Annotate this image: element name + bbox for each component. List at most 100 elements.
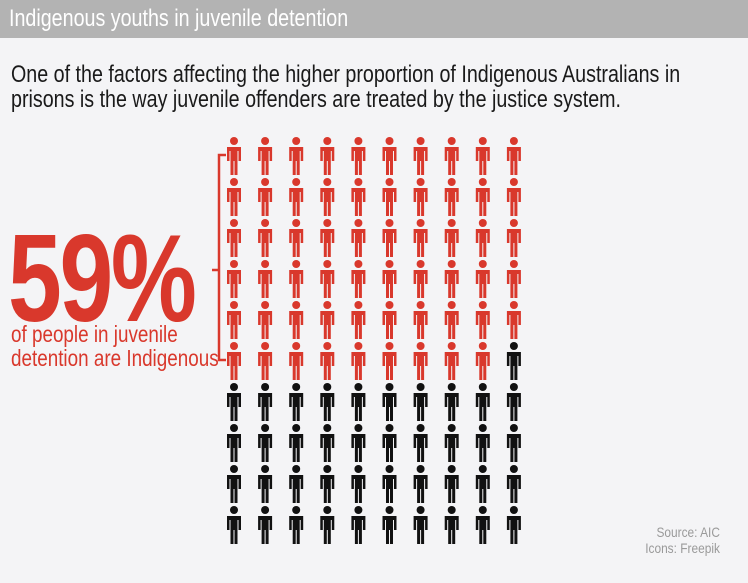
person-icon-highlighted bbox=[444, 342, 459, 380]
person-icon-highlighted bbox=[413, 178, 428, 216]
icons-credit: Icons: Freepik bbox=[645, 540, 720, 556]
person-icon-highlighted bbox=[475, 137, 490, 175]
person-icon-highlighted bbox=[382, 137, 397, 175]
person-icon-highlighted bbox=[320, 260, 335, 298]
person-icon bbox=[320, 383, 335, 421]
person-icon-highlighted bbox=[320, 342, 335, 380]
person-icon bbox=[506, 506, 521, 544]
person-icon-highlighted bbox=[289, 260, 304, 298]
source-credit: Source: AIC Icons: Freepik bbox=[645, 524, 720, 556]
person-icon bbox=[227, 465, 241, 503]
person-icon-highlighted bbox=[351, 137, 366, 175]
person-icon-highlighted bbox=[475, 301, 490, 339]
person-icon-highlighted bbox=[258, 137, 273, 175]
person-icon-highlighted bbox=[413, 301, 428, 339]
person-icon-highlighted bbox=[289, 219, 304, 257]
person-icon-highlighted bbox=[351, 342, 366, 380]
bracket bbox=[212, 153, 226, 362]
person-icon-highlighted bbox=[444, 178, 459, 216]
person-icon bbox=[227, 506, 241, 544]
person-icon bbox=[320, 506, 335, 544]
person-icon bbox=[506, 424, 521, 462]
person-icon-highlighted bbox=[289, 178, 304, 216]
person-icon-highlighted bbox=[506, 301, 521, 339]
person-icon-highlighted bbox=[475, 178, 490, 216]
person-icon bbox=[351, 465, 366, 503]
person-icon bbox=[351, 506, 366, 544]
person-icon-highlighted bbox=[227, 301, 241, 339]
person-icon bbox=[444, 506, 459, 544]
person-icon-highlighted bbox=[506, 219, 521, 257]
person-icon-highlighted bbox=[351, 301, 366, 339]
person-icon bbox=[382, 506, 397, 544]
person-icon-highlighted bbox=[289, 137, 304, 175]
person-icon bbox=[506, 465, 521, 503]
person-icon bbox=[506, 383, 521, 421]
headline-percent: 59% bbox=[8, 210, 197, 348]
person-icon bbox=[227, 383, 241, 421]
person-icon bbox=[444, 383, 459, 421]
person-icon bbox=[475, 506, 490, 544]
person-icon bbox=[351, 383, 366, 421]
person-icon-highlighted bbox=[227, 342, 241, 380]
person-icon-highlighted bbox=[444, 137, 459, 175]
person-icon bbox=[289, 424, 304, 462]
person-icon bbox=[289, 383, 304, 421]
person-icon bbox=[475, 383, 490, 421]
person-icon-highlighted bbox=[289, 342, 304, 380]
person-icon-highlighted bbox=[227, 178, 241, 216]
person-icon-highlighted bbox=[506, 178, 521, 216]
person-icon bbox=[413, 383, 428, 421]
person-icon bbox=[320, 424, 335, 462]
person-icon-highlighted bbox=[444, 260, 459, 298]
intro-text: One of the factors affecting the higher … bbox=[11, 61, 681, 113]
person-icon-highlighted bbox=[227, 219, 241, 257]
person-icon-highlighted bbox=[258, 342, 273, 380]
person-icon-highlighted bbox=[258, 178, 273, 216]
person-icon-highlighted bbox=[413, 342, 428, 380]
person-icon bbox=[506, 342, 521, 380]
person-icon-highlighted bbox=[320, 301, 335, 339]
person-icon bbox=[413, 424, 428, 462]
person-icon-highlighted bbox=[444, 301, 459, 339]
person-icon-highlighted bbox=[475, 260, 490, 298]
person-icon bbox=[351, 424, 366, 462]
person-icon bbox=[289, 506, 304, 544]
person-icon bbox=[475, 424, 490, 462]
person-icon bbox=[258, 506, 273, 544]
headline-label: of people in juvenile detention are Indi… bbox=[11, 321, 219, 371]
person-icon-highlighted bbox=[320, 137, 335, 175]
person-icon bbox=[289, 465, 304, 503]
person-icon bbox=[413, 506, 428, 544]
person-icon bbox=[382, 465, 397, 503]
person-icon bbox=[258, 383, 273, 421]
page-title: Indigenous youths in juvenile detention bbox=[9, 5, 349, 32]
person-icon-highlighted bbox=[382, 178, 397, 216]
person-icon-highlighted bbox=[320, 178, 335, 216]
person-icon bbox=[258, 424, 273, 462]
person-icon-highlighted bbox=[289, 301, 304, 339]
source-text: Source: AIC bbox=[656, 524, 720, 540]
person-icon-highlighted bbox=[382, 260, 397, 298]
person-icon bbox=[258, 465, 273, 503]
person-icon-highlighted bbox=[227, 260, 241, 298]
person-icon-highlighted bbox=[475, 219, 490, 257]
person-icon-highlighted bbox=[413, 219, 428, 257]
person-icon bbox=[413, 465, 428, 503]
person-icon-highlighted bbox=[227, 137, 241, 175]
person-icon bbox=[320, 465, 335, 503]
person-icon bbox=[382, 424, 397, 462]
person-icon bbox=[475, 465, 490, 503]
person-icon-highlighted bbox=[506, 260, 521, 298]
person-icon-highlighted bbox=[382, 219, 397, 257]
person-icon-highlighted bbox=[351, 219, 366, 257]
person-icon-highlighted bbox=[413, 137, 428, 175]
person-icon-highlighted bbox=[351, 178, 366, 216]
person-icon-highlighted bbox=[382, 301, 397, 339]
person-icon bbox=[382, 383, 397, 421]
person-icon-highlighted bbox=[351, 260, 366, 298]
person-icon bbox=[227, 424, 241, 462]
person-icon-highlighted bbox=[382, 342, 397, 380]
person-icon bbox=[444, 465, 459, 503]
